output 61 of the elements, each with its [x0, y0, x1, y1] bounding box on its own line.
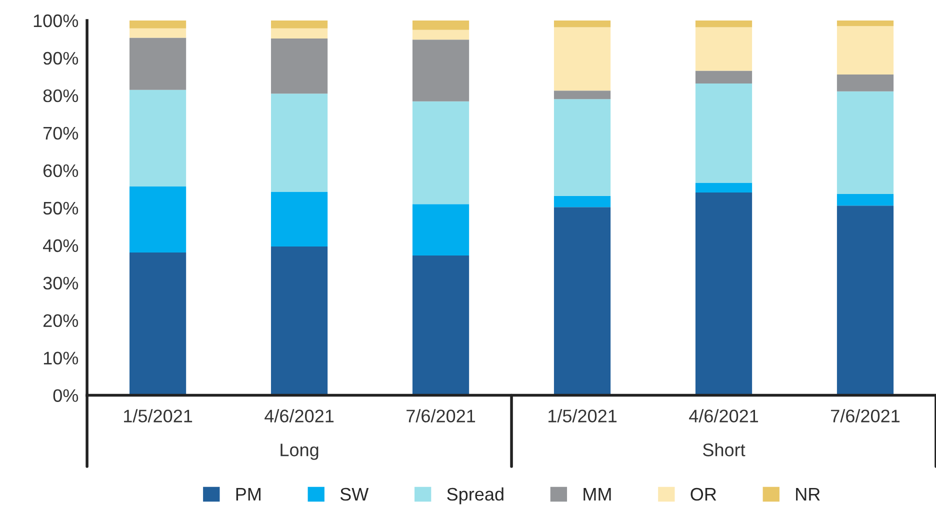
legend-label: Spread [447, 487, 504, 504]
y-tick-label: 0% [53, 389, 78, 402]
y-tick-label: 80% [43, 89, 78, 102]
y-tick-label: 30% [43, 276, 78, 290]
bar [695, 83, 752, 183]
bar [270, 246, 328, 396]
y-tick-label: 60% [43, 164, 78, 178]
bar [836, 91, 894, 194]
bar [554, 207, 611, 396]
bar [554, 99, 611, 196]
legend-label: SW [340, 488, 369, 501]
bar [270, 28, 328, 38]
bar [695, 27, 752, 71]
x-tick-label: 7/6/2021 [831, 409, 900, 422]
bar [270, 38, 328, 94]
y-tick-label: 40% [42, 239, 78, 252]
bar [270, 192, 328, 246]
text: Short [703, 443, 746, 456]
bar [554, 90, 611, 100]
legend-label: PM [236, 488, 260, 500]
bar [129, 186, 186, 252]
x-tick-label: 4/6/2021 [689, 409, 758, 422]
bar [695, 192, 752, 396]
bar [554, 196, 611, 208]
bar [554, 20, 611, 28]
bar [836, 206, 894, 396]
legend-label: NR [796, 488, 820, 500]
bar [836, 26, 894, 74]
y-tick-label: 10% [44, 352, 78, 365]
bar [412, 20, 470, 30]
bar [695, 20, 752, 28]
bar [695, 182, 752, 193]
bar [412, 255, 470, 396]
text: Long [280, 444, 318, 460]
y-tick-label: 20% [43, 314, 78, 328]
bar [695, 70, 752, 84]
y-tick-label: 90% [43, 52, 78, 65]
bar [270, 20, 328, 28]
bar [129, 252, 186, 396]
x-tick-label: 1/5/2021 [548, 409, 617, 422]
bar [412, 204, 470, 256]
y-tick-label: 70% [44, 126, 78, 140]
bar [412, 30, 470, 40]
bar [836, 194, 894, 206]
legend-label: OR [690, 488, 716, 501]
bar [836, 74, 894, 92]
bar [412, 40, 470, 102]
bar [129, 20, 186, 28]
bar [554, 27, 611, 91]
bar [129, 38, 186, 90]
y-tick-label: 50% [43, 202, 78, 215]
x-tick-label: 7/6/2021 [406, 409, 476, 422]
bar [129, 28, 186, 38]
bar [412, 101, 470, 204]
legend-label: MM [584, 488, 611, 500]
bar [129, 90, 186, 187]
bar [270, 94, 328, 192]
bar [836, 20, 894, 26]
y-tick-label: 100% [34, 14, 78, 28]
x-tick-label: 4/6/2021 [264, 409, 334, 422]
x-tick-label: 1/5/2021 [124, 409, 192, 422]
